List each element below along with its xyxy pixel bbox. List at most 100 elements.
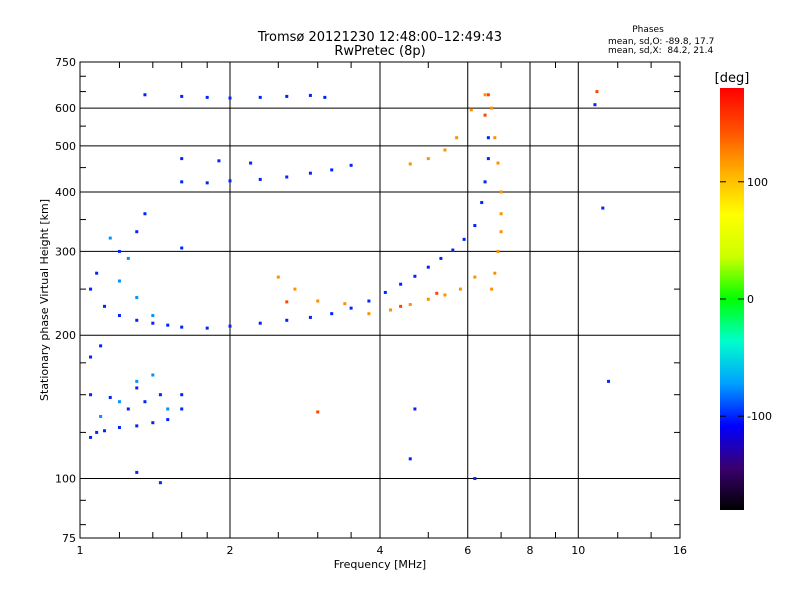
echo-point (413, 407, 417, 411)
echo-point (151, 373, 155, 377)
echo-point (135, 230, 139, 234)
colorbar-unit-label: [deg] (715, 71, 750, 86)
y-tick-label: 500 (55, 140, 76, 153)
echo-point (126, 407, 130, 411)
echo-point (95, 271, 99, 275)
echo-point (443, 293, 447, 297)
y-tick-labels: 75 100 200 300 400 500 600 750 (55, 56, 76, 545)
echo-point (285, 175, 289, 179)
echo-point (99, 414, 103, 418)
y-tick-label: 600 (55, 102, 76, 115)
echo-point (308, 315, 312, 319)
echo-point (285, 94, 289, 98)
echo-points (89, 90, 611, 485)
echo-point (249, 161, 253, 165)
x-tick-label: 6 (464, 544, 471, 557)
y-tick-label: 750 (55, 56, 76, 69)
echo-point (285, 318, 289, 322)
echo-point (308, 171, 312, 175)
echo-point (486, 136, 490, 140)
echo-point (180, 246, 184, 250)
echo-point (180, 180, 184, 184)
echo-point (117, 279, 121, 283)
echo-point (349, 163, 353, 167)
echo-point (349, 306, 353, 310)
echo-point (399, 282, 403, 286)
x-tick-labels: 1 2 4 6 8 10 16 (77, 544, 688, 557)
echo-point (276, 275, 280, 279)
echo-point (323, 95, 327, 99)
phase-stats-o: mean, sd,O: -89.8, 17.7 (608, 37, 714, 47)
colorbar-tick-label: 100 (747, 176, 768, 189)
echo-point (285, 300, 289, 304)
echo-point (143, 212, 147, 216)
echo-point (126, 256, 130, 260)
echo-point (601, 206, 605, 210)
echo-point (99, 344, 103, 348)
echo-point (89, 435, 93, 439)
echo-point (135, 386, 139, 390)
echo-point (483, 113, 487, 117)
echo-point (205, 95, 209, 99)
echo-point (143, 93, 147, 97)
y-tick-label: 300 (55, 245, 76, 258)
echo-point (158, 481, 162, 485)
echo-point (483, 180, 487, 184)
echo-point (135, 424, 139, 428)
echo-point (217, 159, 221, 163)
echo-point (117, 400, 121, 404)
echo-point (108, 395, 112, 399)
echo-point (180, 94, 184, 98)
echo-point (228, 179, 232, 183)
echo-point (151, 421, 155, 425)
echo-point (493, 271, 497, 275)
echo-point (108, 236, 112, 240)
phase-stats-title: Phases (632, 25, 664, 35)
echo-point (593, 103, 597, 107)
echo-point (158, 393, 162, 397)
echo-point (330, 168, 334, 172)
echo-point (316, 410, 320, 414)
echo-point (473, 224, 477, 228)
echo-point (316, 299, 320, 303)
echo-point (117, 249, 121, 253)
echo-point (480, 201, 484, 205)
echo-point (205, 326, 209, 330)
x-tick-label: 10 (571, 544, 585, 557)
echo-point (462, 237, 466, 241)
x-tick-label: 1 (77, 544, 84, 557)
echo-point (383, 290, 387, 294)
echo-point (103, 429, 107, 433)
echo-point (496, 249, 500, 253)
echo-point (486, 93, 490, 97)
echo-point (180, 157, 184, 161)
echo-point (399, 304, 403, 308)
axis-ticks (80, 62, 680, 538)
echo-point (180, 325, 184, 329)
echo-point (367, 312, 371, 316)
echo-point (166, 407, 170, 411)
echo-point (490, 106, 494, 110)
echo-point (205, 181, 209, 185)
colorbar-ticks: 100 0 -100 (720, 176, 772, 423)
echo-point (330, 312, 334, 316)
echo-point (473, 275, 477, 279)
echo-point (493, 136, 497, 140)
echo-point (180, 393, 184, 397)
y-tick-label: 100 (55, 473, 76, 486)
colorbar-tick-label: 0 (747, 293, 754, 306)
echo-point (166, 418, 170, 422)
echo-point (117, 314, 121, 318)
echo-point (95, 430, 99, 434)
echo-point (166, 323, 170, 327)
echo-point (499, 230, 503, 234)
chart-subtitle: RwPretec (8p) (334, 44, 425, 59)
echo-point (490, 287, 494, 291)
echo-point (135, 318, 139, 322)
x-tick-label: 16 (673, 544, 687, 557)
phase-stats-x: mean, sd,X: 84.2, 21.4 (608, 46, 714, 56)
echo-point (135, 379, 139, 383)
y-tick-label: 75 (62, 532, 76, 545)
echo-point (117, 425, 121, 429)
